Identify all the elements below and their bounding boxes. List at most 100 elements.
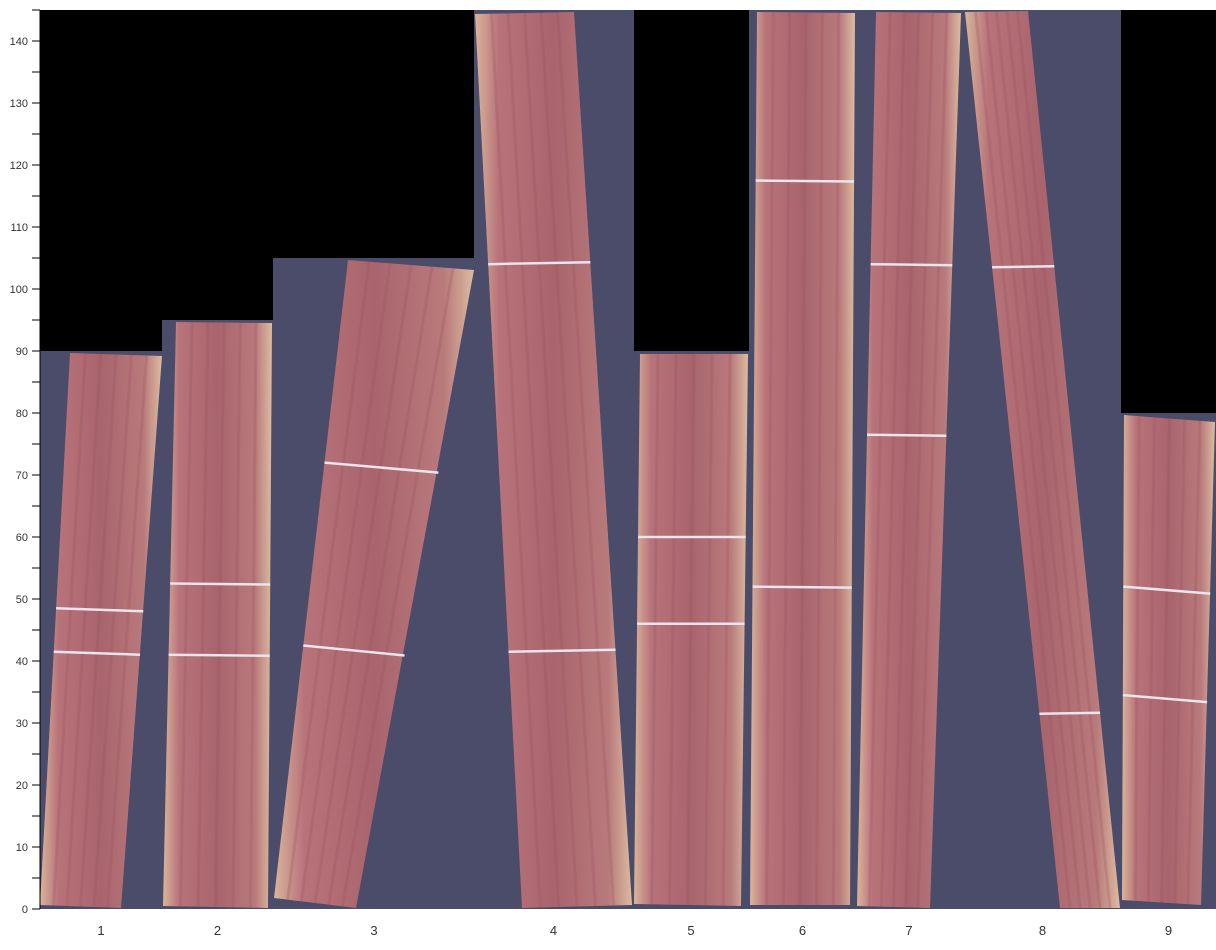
board-3 — [274, 260, 474, 908]
mask-region — [634, 10, 749, 351]
grain-streak — [286, 261, 371, 900]
board-panel-4 — [474, 10, 634, 909]
cut-mark — [168, 653, 270, 658]
grain-streak — [106, 355, 149, 908]
grain-streak — [1173, 419, 1187, 904]
grain-streak — [92, 354, 133, 908]
y-tick-label: 20 — [16, 780, 28, 792]
mask-region — [40, 10, 162, 351]
grain-streak — [523, 12, 579, 907]
cut-mark — [752, 585, 852, 589]
grain-streak — [65, 353, 103, 907]
grain-streak — [765, 12, 775, 906]
y-tick-label: 40 — [16, 656, 28, 668]
board-panel-1 — [40, 10, 162, 909]
grain-streak — [668, 353, 678, 905]
board-panel-3 — [273, 10, 474, 909]
mask-region — [273, 10, 474, 258]
cut-mark — [755, 179, 855, 183]
grain-streak — [867, 12, 892, 907]
grain-streak — [1146, 417, 1156, 902]
board-9 — [1122, 415, 1215, 905]
grain-streak — [539, 12, 597, 907]
x-tick-label: 9 — [1165, 923, 1172, 938]
grain-streak — [1016, 11, 1112, 909]
grain-streak — [798, 12, 808, 906]
grain-streak — [196, 322, 210, 907]
cut-mark — [508, 648, 616, 653]
mask-region — [162, 10, 273, 320]
board-4 — [475, 12, 632, 908]
cut-mark — [1123, 585, 1211, 595]
grain-streak — [231, 322, 242, 908]
cut-mark — [56, 607, 144, 613]
board-5 — [634, 354, 748, 906]
y-tick-label: 140 — [10, 36, 28, 48]
x-axis: 1 2 3 4 5 6 7 8 9 — [97, 923, 1172, 938]
grain-streak — [1160, 418, 1171, 903]
board-panel-5 — [634, 10, 749, 909]
cut-mark — [870, 262, 953, 267]
grain-streak — [556, 12, 616, 906]
board-1 — [40, 353, 162, 908]
x-tick-label: 8 — [1039, 923, 1046, 938]
board-panel-6 — [749, 10, 858, 909]
y-tick-label: 120 — [10, 160, 28, 172]
grain-streak — [686, 353, 696, 906]
cut-mark — [992, 265, 1055, 269]
grain-streak — [995, 11, 1092, 909]
grain-streak — [179, 322, 194, 907]
x-tick-label: 2 — [214, 923, 221, 938]
board-6 — [750, 12, 855, 905]
y-tick-label: 60 — [16, 532, 28, 544]
board-panel-9 — [1121, 10, 1216, 909]
y-tick-label: 80 — [16, 408, 28, 420]
grain-streak — [506, 13, 561, 908]
y-tick-label: 30 — [16, 718, 28, 730]
grain-streak — [984, 11, 1082, 909]
board-8 — [965, 11, 1120, 908]
y-tick-label: 100 — [10, 284, 28, 296]
board-panel-2 — [162, 10, 273, 909]
grain-streak — [299, 263, 392, 902]
cut-mark — [170, 582, 271, 586]
y-tick-label: 70 — [16, 470, 28, 482]
y-tick-label: 130 — [10, 98, 28, 110]
grain-streak — [892, 12, 920, 908]
y-tick-label: 90 — [16, 346, 28, 358]
y-tick-label: 50 — [16, 594, 28, 606]
cut-mark — [488, 260, 591, 266]
grain-streak — [249, 322, 258, 908]
x-tick-label: 7 — [905, 923, 912, 938]
mask-region — [1121, 10, 1216, 413]
grain-streak — [831, 12, 841, 906]
grain-streak — [52, 353, 87, 906]
cut-mark — [867, 433, 947, 437]
grain-streak — [916, 12, 949, 908]
grain-streak — [79, 354, 118, 907]
x-tick-label: 5 — [687, 923, 694, 938]
x-tick-label: 6 — [799, 923, 806, 938]
y-tick-label: 0 — [22, 904, 28, 916]
grain-streak — [815, 12, 824, 906]
grain-streak — [1133, 416, 1141, 901]
y-tick-label: 10 — [16, 842, 28, 854]
grain-streak — [214, 322, 226, 908]
grain-streak — [490, 13, 542, 908]
x-tick-label: 4 — [550, 923, 557, 938]
grain-streak — [1186, 420, 1202, 905]
board-7 — [857, 12, 961, 908]
x-tick-label: 1 — [97, 923, 104, 938]
cut-mark — [1039, 711, 1101, 715]
grain-streak — [974, 11, 1072, 909]
grain-streak — [904, 12, 935, 908]
cut-mark — [303, 644, 405, 657]
grain-streak — [781, 12, 792, 906]
x-tick-label: 3 — [370, 923, 377, 938]
grain-streak — [703, 353, 714, 906]
board-panel-7 — [857, 10, 963, 909]
grain-streak — [721, 353, 732, 906]
y-tick-label: 110 — [10, 222, 28, 234]
grain-streak — [313, 264, 413, 904]
